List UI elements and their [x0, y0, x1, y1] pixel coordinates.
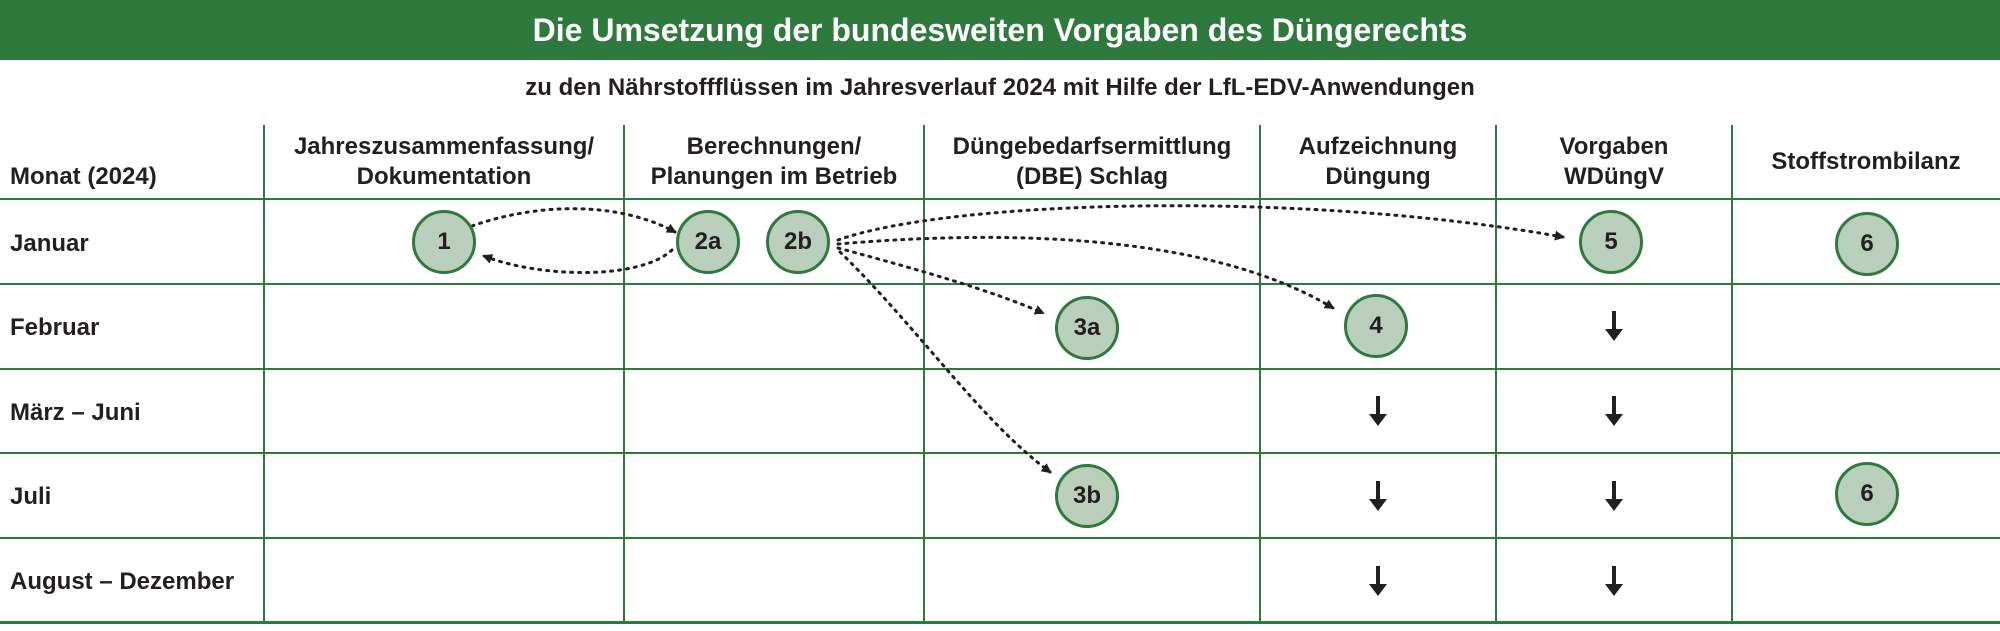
- down-arrow-icon: [1605, 481, 1623, 511]
- header-line: Düngebedarfsermittlung: [952, 133, 1232, 160]
- grid-column-divider: [263, 125, 265, 624]
- down-arrow-icon: [1605, 566, 1623, 596]
- grid-column-divider: [1731, 125, 1733, 624]
- step-3a-node: 3a: [1055, 296, 1119, 360]
- header-line: (DBE) Schlag: [1015, 163, 1168, 190]
- step-6-january-node: 6: [1835, 212, 1899, 276]
- grid-column-divider: [1259, 125, 1261, 624]
- step-4-node: 4: [1344, 294, 1408, 358]
- grid-line-bottom: [0, 621, 2000, 624]
- header-line: Vorgaben: [1559, 133, 1669, 160]
- step-2a-node: 2a: [676, 210, 740, 274]
- grid-column-divider: [1495, 125, 1497, 624]
- header-duengebedarfsermittlung: Düngebedarfsermittlung (DBE) Schlag: [924, 132, 1260, 192]
- header-line: WDüngV: [1564, 163, 1664, 190]
- header-line: Aufzeichnung: [1298, 133, 1458, 160]
- header-line: Düngung: [1325, 163, 1431, 190]
- down-arrow-icon: [1369, 566, 1387, 596]
- grid-line-row: [0, 368, 2000, 370]
- header-line: Berechnungen/: [686, 133, 862, 160]
- connector-2a-to-1: [482, 248, 674, 275]
- grid-column-divider: [923, 125, 925, 624]
- header-month: Monat (2024): [10, 163, 157, 190]
- page-subtitle: zu den Nährstoffflüssen im Jahresverlauf…: [525, 74, 1475, 101]
- page-title: Die Umsetzung der bundesweiten Vorgaben …: [532, 11, 1468, 48]
- step-3b-node: 3b: [1055, 464, 1119, 528]
- grid-line-row: [0, 537, 2000, 539]
- connector-2b-to-4: [836, 235, 1335, 310]
- connector-1-to-2a: [470, 207, 677, 234]
- grid-line-row: [0, 452, 2000, 454]
- grid-column-divider: [623, 125, 625, 624]
- down-arrow-icon: [1369, 396, 1387, 426]
- title-bar: Die Umsetzung der bundesweiten Vorgaben …: [0, 0, 2000, 60]
- header-line: Jahreszusammenfassung/: [293, 133, 595, 160]
- header-vorgaben: Vorgaben WDüngV: [1496, 132, 1732, 192]
- step-2b-node: 2b: [766, 210, 830, 274]
- grid-line-row: [0, 283, 2000, 285]
- connector-2b-to-3a: [836, 246, 1045, 315]
- header-line: Dokumentation: [356, 163, 532, 190]
- row-label-februar: Februar: [10, 314, 100, 341]
- step-5-node: 5: [1579, 210, 1643, 274]
- connector-2b-to-5: [836, 204, 1565, 242]
- down-arrow-icon: [1605, 311, 1623, 341]
- header-stoffstrombilanz: Stoffstrombilanz: [1771, 148, 1961, 175]
- header-aufzeichnung: Aufzeichnung Düngung: [1260, 132, 1496, 192]
- down-arrow-icon: [1605, 396, 1623, 426]
- header-line: Planungen im Betrieb: [650, 163, 898, 190]
- grid-line-header: [0, 198, 2000, 200]
- header-berechnungen: Berechnungen/ Planungen im Betrieb: [624, 132, 924, 192]
- down-arrow-icon: [1369, 481, 1387, 511]
- step-1-node: 1: [412, 210, 476, 274]
- row-label-august-dezember: August – Dezember: [10, 568, 235, 595]
- step-6-july-node: 6: [1835, 462, 1899, 526]
- row-label-juli: Juli: [10, 483, 52, 510]
- row-label-januar: Januar: [10, 230, 89, 257]
- header-jahreszusammenfassung: Jahreszusammenfassung/ Dokumentation: [264, 132, 624, 192]
- connector-2b-to-3b: [838, 250, 1052, 474]
- row-label-maerz-juni: März – Juni: [10, 399, 141, 426]
